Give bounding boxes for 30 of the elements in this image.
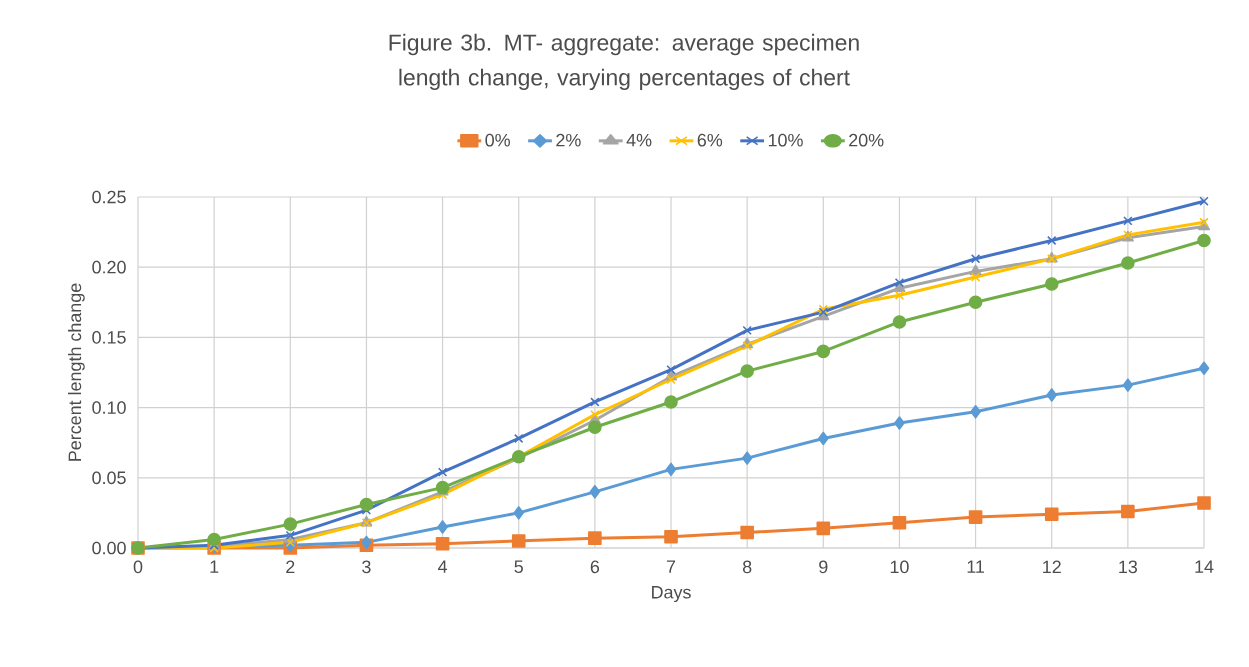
x-tick-label: 9 <box>819 560 828 574</box>
x-tick-label: 11 <box>967 560 985 573</box>
legend-label: 2% <box>556 133 581 147</box>
x-tick-label: 14 <box>1195 560 1214 573</box>
x-tick-label: 1 <box>210 560 219 573</box>
x-tick-label: 12 <box>1043 560 1061 574</box>
y-tick-label: 0.10 <box>92 401 126 414</box>
legend-label: 20% <box>849 133 884 147</box>
x-tick-label: 0 <box>133 560 143 574</box>
x-tick-label: 13 <box>1119 560 1138 574</box>
x-tick-label: 2 <box>286 560 295 574</box>
y-axis-title: Percent length change <box>68 283 85 461</box>
x-tick-label: 6 <box>590 560 600 574</box>
y-tick-label: 0.00 <box>92 541 126 555</box>
y-tick-label: 0.05 <box>92 471 126 485</box>
legend-label: 0% <box>485 133 510 147</box>
y-tick-label: 0.15 <box>92 331 126 344</box>
x-tick-label: 4 <box>438 560 448 573</box>
chart-title: Figure 3b. MT- aggregate: average specimen length change, varying percentages of chert <box>389 33 859 91</box>
x-tick-label: 3 <box>362 560 371 574</box>
x-axis-title: Days <box>652 586 691 603</box>
x-tick-label: 8 <box>742 560 752 574</box>
legend-label: 10% <box>768 133 803 147</box>
legend-label: 6% <box>697 133 723 147</box>
x-tick-label: 10 <box>890 560 909 574</box>
x-tick-label: 7 <box>666 560 676 573</box>
y-tick-label: 0.20 <box>92 260 126 274</box>
y-tick-label: 0.25 <box>92 190 126 204</box>
legend-label: 4% <box>626 133 652 147</box>
x-tick-label: 5 <box>514 560 523 574</box>
